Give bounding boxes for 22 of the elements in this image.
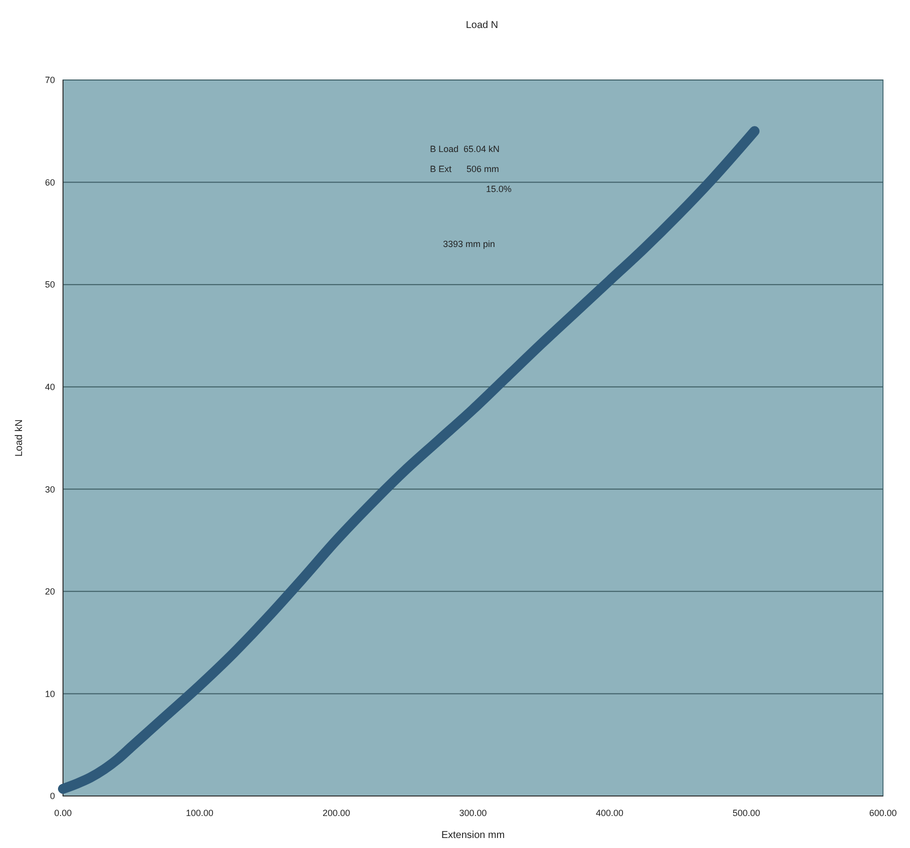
- annotation: 15.0%: [486, 184, 512, 194]
- x-tick-label: 400.00: [596, 808, 624, 818]
- y-tick-label: 70: [44, 75, 55, 86]
- annotation: 3393 mm pin: [443, 239, 496, 249]
- y-tick-label: 40: [44, 382, 55, 392]
- y-tick-label: 30: [44, 484, 55, 494]
- y-axis-title: Load kN: [14, 419, 25, 457]
- x-axis-title: Extension mm: [441, 830, 505, 841]
- x-tick-label: 600.00: [869, 808, 897, 818]
- x-tick-label: 500.00: [732, 808, 760, 818]
- x-tick-label: 200.00: [322, 808, 350, 818]
- x-tick-label: 100.00: [186, 808, 214, 818]
- y-tick-label: 50: [44, 280, 55, 290]
- y-tick-label: 60: [44, 177, 55, 188]
- y-tick-label: 0: [50, 791, 55, 802]
- y-tick-label: 20: [44, 586, 55, 597]
- chart-title: Load N: [466, 20, 498, 31]
- x-tick-label: 300.00: [459, 808, 487, 818]
- y-tick-label: 10: [44, 688, 55, 699]
- annotation: B Ext 506 mm: [430, 164, 500, 174]
- annotation: B Load 65.04 kN: [430, 144, 500, 154]
- x-tick-label: 0.00: [54, 808, 72, 818]
